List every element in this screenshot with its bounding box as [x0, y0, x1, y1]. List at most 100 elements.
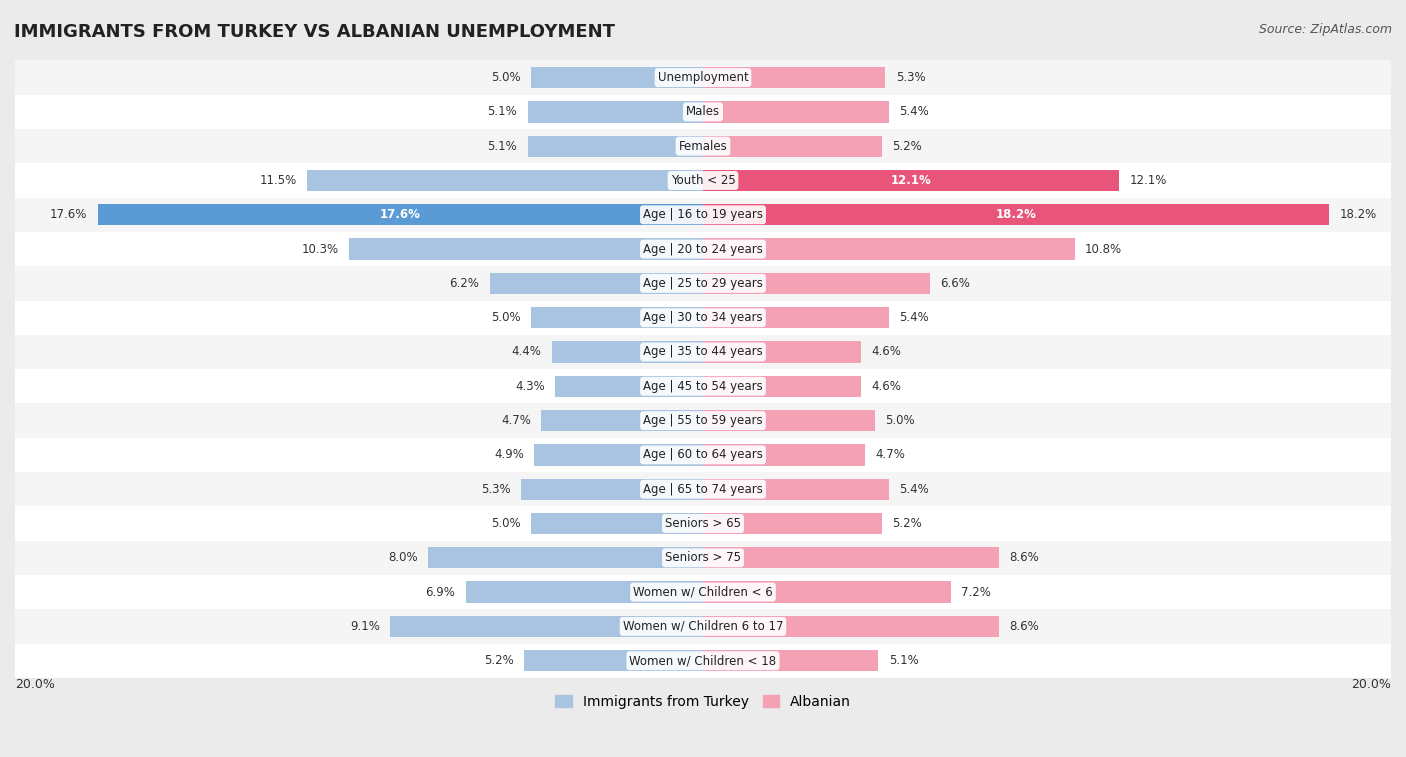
Text: 5.2%: 5.2% [484, 654, 513, 667]
Text: 11.5%: 11.5% [260, 174, 297, 187]
Text: 17.6%: 17.6% [380, 208, 420, 221]
Bar [15, 506, 1391, 540]
Bar [703, 547, 998, 569]
Text: 5.0%: 5.0% [491, 311, 520, 324]
Text: 6.6%: 6.6% [941, 277, 970, 290]
Bar [349, 238, 703, 260]
Text: 5.0%: 5.0% [886, 414, 915, 427]
Text: IMMIGRANTS FROM TURKEY VS ALBANIAN UNEMPLOYMENT: IMMIGRANTS FROM TURKEY VS ALBANIAN UNEMP… [14, 23, 614, 41]
Text: 6.2%: 6.2% [450, 277, 479, 290]
Bar [703, 170, 1119, 191]
Text: Age | 60 to 64 years: Age | 60 to 64 years [643, 448, 763, 462]
Bar [308, 170, 703, 191]
Bar [427, 547, 703, 569]
Text: 18.2%: 18.2% [1340, 208, 1376, 221]
Bar [703, 375, 862, 397]
Text: Seniors > 75: Seniors > 75 [665, 551, 741, 564]
Text: Women w/ Children < 18: Women w/ Children < 18 [630, 654, 776, 667]
Legend: Immigrants from Turkey, Albanian: Immigrants from Turkey, Albanian [550, 689, 856, 714]
Bar [551, 341, 703, 363]
Bar [703, 410, 875, 431]
Bar [489, 273, 703, 294]
Text: Age | 65 to 74 years: Age | 65 to 74 years [643, 483, 763, 496]
Text: 12.1%: 12.1% [1129, 174, 1167, 187]
Bar [703, 67, 886, 89]
Bar [15, 335, 1391, 369]
Text: 18.2%: 18.2% [995, 208, 1036, 221]
Bar [15, 301, 1391, 335]
Bar [520, 478, 703, 500]
Bar [703, 615, 998, 637]
Text: 5.0%: 5.0% [491, 517, 520, 530]
Text: Males: Males [686, 105, 720, 118]
Text: 5.4%: 5.4% [898, 105, 929, 118]
Bar [15, 198, 1391, 232]
Bar [15, 575, 1391, 609]
Bar [15, 266, 1391, 301]
Text: 4.6%: 4.6% [872, 380, 901, 393]
Text: 9.1%: 9.1% [350, 620, 380, 633]
Text: 12.1%: 12.1% [891, 174, 932, 187]
Text: 10.3%: 10.3% [301, 242, 339, 256]
Bar [703, 273, 929, 294]
Text: 5.4%: 5.4% [898, 483, 929, 496]
Bar [703, 341, 862, 363]
Text: Females: Females [679, 140, 727, 153]
Bar [15, 232, 1391, 266]
Bar [97, 204, 703, 226]
Bar [555, 375, 703, 397]
Text: 20.0%: 20.0% [15, 678, 55, 691]
Bar [703, 101, 889, 123]
Bar [15, 438, 1391, 472]
Text: 17.6%: 17.6% [49, 208, 87, 221]
Bar [703, 238, 1074, 260]
Bar [15, 540, 1391, 575]
Text: 4.7%: 4.7% [875, 448, 905, 462]
Bar [15, 643, 1391, 678]
Text: 8.6%: 8.6% [1010, 620, 1039, 633]
Bar [703, 581, 950, 603]
Text: Age | 30 to 34 years: Age | 30 to 34 years [643, 311, 763, 324]
Text: 4.6%: 4.6% [872, 345, 901, 359]
Text: Age | 55 to 59 years: Age | 55 to 59 years [643, 414, 763, 427]
Bar [15, 95, 1391, 129]
Text: 20.0%: 20.0% [1351, 678, 1391, 691]
Text: 5.0%: 5.0% [491, 71, 520, 84]
Text: 4.3%: 4.3% [515, 380, 544, 393]
Bar [389, 615, 703, 637]
Text: 5.2%: 5.2% [893, 517, 922, 530]
Text: Women w/ Children 6 to 17: Women w/ Children 6 to 17 [623, 620, 783, 633]
Text: 5.3%: 5.3% [896, 71, 925, 84]
Text: 4.4%: 4.4% [512, 345, 541, 359]
Text: 5.2%: 5.2% [893, 140, 922, 153]
Bar [524, 650, 703, 671]
Text: 4.9%: 4.9% [495, 448, 524, 462]
Text: 5.1%: 5.1% [488, 105, 517, 118]
Bar [531, 307, 703, 329]
Text: 5.3%: 5.3% [481, 483, 510, 496]
Text: 4.7%: 4.7% [501, 414, 531, 427]
Text: Source: ZipAtlas.com: Source: ZipAtlas.com [1258, 23, 1392, 36]
Text: 5.1%: 5.1% [488, 140, 517, 153]
Bar [534, 444, 703, 466]
Text: Women w/ Children < 6: Women w/ Children < 6 [633, 586, 773, 599]
Text: 8.6%: 8.6% [1010, 551, 1039, 564]
Text: Unemployment: Unemployment [658, 71, 748, 84]
Text: 8.0%: 8.0% [388, 551, 418, 564]
Text: 7.2%: 7.2% [960, 586, 991, 599]
Bar [465, 581, 703, 603]
Bar [703, 478, 889, 500]
Text: Age | 25 to 29 years: Age | 25 to 29 years [643, 277, 763, 290]
Bar [15, 369, 1391, 403]
Bar [15, 472, 1391, 506]
Bar [15, 403, 1391, 438]
Bar [541, 410, 703, 431]
Text: Age | 16 to 19 years: Age | 16 to 19 years [643, 208, 763, 221]
Bar [527, 101, 703, 123]
Bar [15, 61, 1391, 95]
Text: Youth < 25: Youth < 25 [671, 174, 735, 187]
Bar [703, 513, 882, 534]
Bar [15, 129, 1391, 164]
Bar [527, 136, 703, 157]
Bar [703, 136, 882, 157]
